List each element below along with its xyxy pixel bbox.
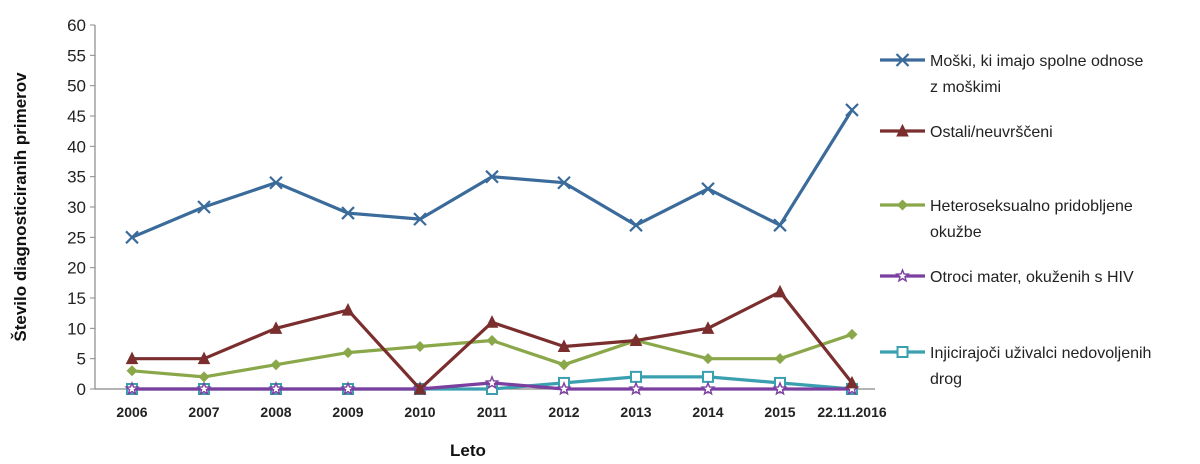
data-point	[895, 53, 910, 67]
legend-label: Heteroseksualno pridobljene	[930, 198, 1133, 215]
legend-item: Otroci mater, okuženih s HIV	[880, 268, 1134, 286]
y-tick-label: 35	[67, 168, 86, 187]
data-point	[268, 381, 284, 396]
x-tick-label: 2009	[332, 404, 363, 420]
data-point	[557, 339, 571, 353]
series-line	[131, 109, 854, 239]
legend-item: Ostali/neuvrščeni	[880, 123, 1053, 141]
y-tick-label: 0	[77, 380, 86, 399]
data-point	[897, 199, 908, 211]
y-tick-label: 55	[67, 46, 86, 65]
y-axis-title: Število diagnosticiranih primerov	[11, 72, 30, 342]
legend-label: Injicirajoči uživalci nedovoljenih	[930, 345, 1151, 362]
x-tick-label: 2007	[188, 404, 219, 420]
y-tick-label: 15	[67, 289, 86, 308]
x-axis-title: Leto	[450, 441, 486, 460]
data-point	[485, 169, 499, 184]
data-point	[702, 353, 714, 365]
legend-label: Otroci mater, okuženih s HIV	[930, 269, 1134, 286]
x-tick-label: 2010	[404, 404, 435, 420]
x-tick-label: 22.11.2016	[817, 404, 887, 420]
y-tick-label: 45	[67, 107, 86, 126]
legend-label: okužbe	[930, 224, 982, 241]
y-tick-label: 40	[67, 137, 86, 156]
data-point	[896, 123, 909, 137]
data-point	[197, 200, 211, 214]
data-point	[196, 381, 212, 396]
data-point	[414, 341, 426, 353]
data-point	[341, 303, 355, 316]
y-tick-label: 5	[77, 350, 86, 369]
y-tick-label: 60	[67, 16, 86, 35]
legend: Moški, ki imajo spolne odnose z moškimi Os…	[880, 53, 1151, 388]
data-point	[773, 284, 787, 298]
data-point	[557, 175, 571, 190]
data-point	[701, 321, 715, 334]
data-point	[630, 370, 642, 383]
data-point	[126, 365, 138, 377]
y-tick-label: 10	[67, 319, 86, 338]
data-point	[700, 381, 716, 396]
x-tick-label: 2008	[260, 404, 291, 420]
series-0	[125, 103, 859, 245]
x-tick-label: 2014	[692, 404, 723, 420]
data-point	[484, 375, 500, 390]
legend-label: z moškimi	[930, 79, 1001, 96]
data-point	[269, 321, 283, 334]
legend-item: Heteroseksualno pridobljene okužbe	[880, 198, 1133, 241]
legend-label: drog	[930, 371, 962, 388]
legend-item: Moški, ki imajo spolne odnose z moškimi	[880, 53, 1144, 96]
data-point	[198, 371, 210, 383]
data-point	[413, 212, 427, 226]
y-ticks: 0 5 10 15 20 25 30 35 40 45 50 55 60	[67, 16, 95, 399]
data-point	[702, 370, 714, 383]
data-point	[125, 230, 139, 245]
data-point	[125, 351, 139, 365]
x-ticks: 2006 2007 2008 2009 2010 2011 2012 2013 2014 2015…	[116, 389, 887, 420]
data-point	[774, 353, 786, 365]
data-point	[413, 381, 427, 395]
legend-label: Moški, ki imajo spolne odnose	[930, 53, 1144, 70]
data-point	[773, 218, 787, 232]
series-2	[126, 328, 858, 383]
y-tick-label: 30	[67, 198, 86, 217]
x-tick-label: 2013	[620, 404, 651, 420]
data-point	[846, 328, 858, 340]
data-point	[629, 218, 643, 232]
data-point	[342, 347, 354, 359]
data-point	[701, 182, 715, 196]
x-tick-label: 2012	[548, 404, 579, 420]
data-point	[772, 381, 788, 396]
data-point	[556, 381, 572, 396]
x-tick-label: 2011	[477, 404, 508, 420]
data-point	[629, 333, 643, 346]
data-point	[894, 268, 911, 283]
data-point	[197, 351, 211, 365]
series-1	[125, 284, 859, 395]
data-point	[485, 315, 499, 328]
data-point	[486, 334, 498, 346]
legend-label: Ostali/neuvrščeni	[930, 124, 1053, 141]
y-tick-label: 50	[67, 77, 86, 96]
data-point	[558, 359, 570, 371]
data-point	[845, 375, 859, 389]
y-tick-label: 20	[67, 259, 86, 278]
data-point	[341, 206, 355, 220]
y-tick-label: 25	[67, 228, 86, 247]
data-point	[270, 359, 282, 371]
data-point	[340, 381, 356, 396]
legend-item: Injicirajoči uživalci nedovoljenih drog	[880, 345, 1151, 388]
x-tick-label: 2006	[116, 404, 147, 420]
x-tick-label: 2015	[764, 404, 795, 420]
data-point	[628, 381, 644, 396]
data-point	[269, 175, 283, 190]
data-point	[845, 103, 859, 117]
data-point	[124, 381, 140, 396]
series-layer	[124, 103, 860, 396]
data-point	[896, 346, 909, 358]
